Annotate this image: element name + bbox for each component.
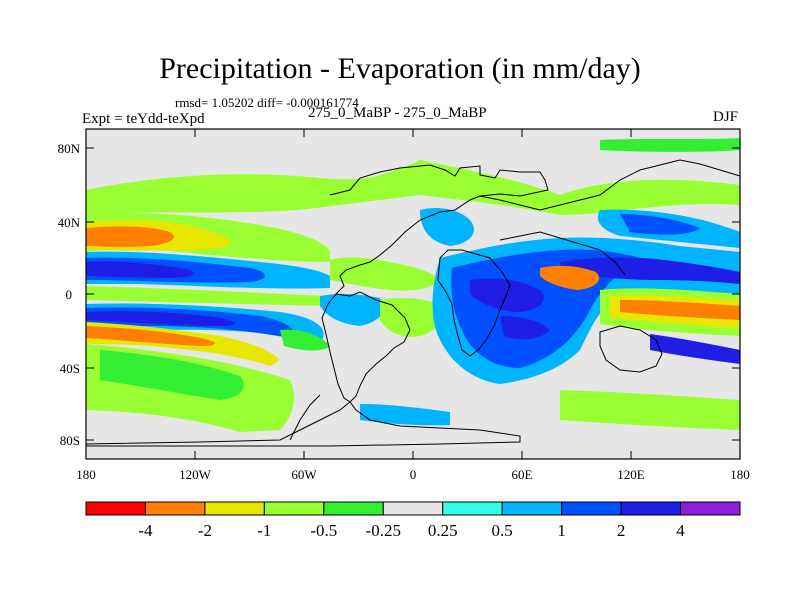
darkblue-itcz-pacific — [86, 261, 194, 278]
colorbar-box — [680, 501, 741, 516]
darkblue-indian-ocean — [470, 278, 544, 312]
plot-title: Precipitation - Evaporation (in mm/day) — [159, 52, 641, 85]
darkblue-maritime — [560, 257, 740, 284]
colorbar-box — [382, 501, 444, 516]
colorbar-box — [501, 501, 563, 516]
case-label: 275_0_MaBP - 275_0_MaBP — [308, 105, 487, 121]
lon-tick-180w: 180 — [76, 467, 96, 482]
season-label: DJF — [712, 109, 738, 125]
green-brazil — [380, 297, 444, 337]
colorbar-label: -0.5 — [310, 521, 337, 540]
lat-tick-80s: 80S — [60, 433, 80, 448]
coastlines — [85, 159, 741, 447]
colorbar-label: -2 — [198, 521, 212, 540]
colorbar-label: -1 — [257, 521, 271, 540]
darkblue-south-pacific-west — [650, 334, 740, 364]
orange-pacific-north — [86, 226, 174, 247]
colorbar-box — [442, 501, 503, 516]
darkblue-spcz — [86, 311, 235, 326]
lon-tick-120e: 120E — [617, 467, 645, 482]
green-sa-west — [280, 329, 330, 351]
cyan-amazon — [320, 293, 384, 326]
colorbar-label: 4 — [676, 521, 685, 540]
colorbar-box — [263, 501, 325, 516]
rmsd-diff-label: rmsd= 1.05202 diff= -0.000161774 — [175, 95, 359, 110]
cyan-mediterranean — [420, 208, 474, 246]
lon-tick-60w: 60W — [291, 467, 317, 482]
lon-tick-60e: 60E — [512, 467, 533, 482]
colorbar-box — [85, 501, 146, 516]
colorbar-box — [620, 501, 682, 516]
lat-tick-40n: 40N — [58, 215, 81, 230]
colorbar-label: -0.25 — [366, 521, 401, 540]
orange-west-pacific — [620, 300, 740, 320]
darkblue-madagascar — [500, 316, 550, 340]
colorbar — [85, 501, 741, 516]
colorbar-box — [323, 501, 384, 516]
colorbar-labels: -4 -2 -1 -0.5 -0.25 0.25 0.5 1 2 4 — [138, 521, 685, 540]
green-south-indian — [560, 390, 740, 430]
experiment-label: Expt = teYdd-teXpd — [82, 111, 205, 127]
green-arctic-band — [600, 138, 740, 152]
colorbar-label: 2 — [617, 521, 626, 540]
lat-tick-40s: 40S — [60, 361, 80, 376]
colorbar-box — [561, 501, 622, 516]
colorbar-label: -4 — [138, 521, 153, 540]
colorbar-box — [144, 501, 206, 516]
lat-tick-marks — [86, 147, 740, 441]
orange-south-pacific — [86, 326, 215, 346]
orange-arabian — [540, 265, 600, 290]
lon-tick-180e: 180 — [730, 467, 750, 482]
lon-tick-120w: 120W — [179, 467, 212, 482]
cyan-south-atlantic — [360, 404, 450, 426]
lon-tick-0: 0 — [410, 467, 417, 482]
lat-tick-80n: 80N — [58, 141, 81, 156]
blue-north-pacific-west — [620, 214, 700, 235]
green-equator-pacific — [86, 286, 330, 306]
lat-tick-0: 0 — [66, 287, 73, 302]
colorbar-label: 1 — [557, 521, 566, 540]
green2-south-pacific — [100, 350, 244, 400]
colorbar-label: 0.5 — [492, 521, 513, 540]
lon-tick-marks — [85, 129, 741, 459]
colorbar-box — [204, 501, 265, 516]
contour-field — [86, 129, 740, 459]
colorbar-label: 0.25 — [428, 521, 458, 540]
